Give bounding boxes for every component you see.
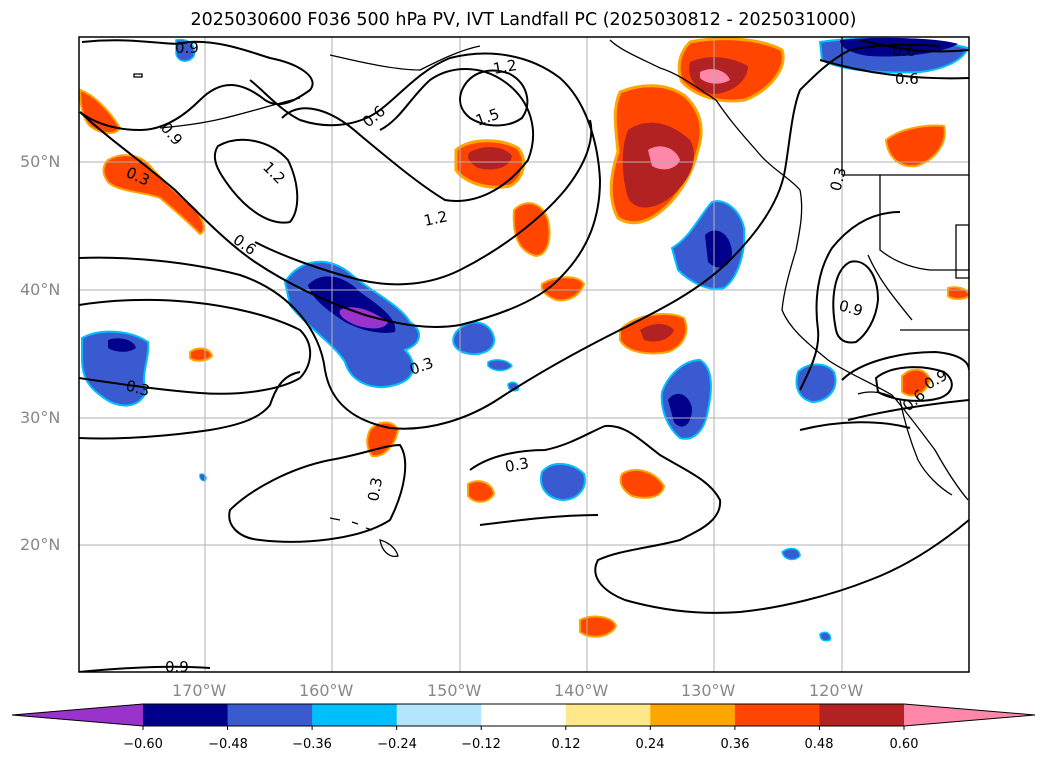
contour-label: 0.9 bbox=[175, 39, 199, 57]
colorbar bbox=[11, 703, 1036, 730]
contour-0.3-lower bbox=[228, 443, 407, 543]
orange-region-small-3 bbox=[467, 480, 496, 503]
colorbar-segment bbox=[565, 704, 651, 726]
contour-0.3-bottom bbox=[79, 665, 211, 672]
contour-0.3-east bbox=[847, 399, 969, 421]
pink-region-north-1 bbox=[648, 146, 680, 170]
lon-label-160w: 160°W bbox=[299, 681, 354, 700]
purple-region-central bbox=[339, 307, 388, 329]
orange-region-west-2 bbox=[102, 154, 205, 236]
contour-0.9-northeast bbox=[859, 39, 969, 53]
contour-label: 0.3 bbox=[364, 476, 386, 503]
colorbar-tick: 0.60 bbox=[889, 737, 919, 752]
contour-0.9-west bbox=[79, 39, 314, 132]
colorbar-segment bbox=[650, 704, 736, 726]
positive-anomaly-regions bbox=[79, 37, 969, 638]
contour-0.6-coast bbox=[799, 211, 901, 391]
lon-label-170w: 170°W bbox=[172, 681, 227, 700]
contour-0.9-ring bbox=[874, 366, 953, 402]
contour-0.3-south bbox=[79, 371, 301, 440]
contour-0.3-main bbox=[79, 43, 941, 430]
orange-region-east-2 bbox=[901, 368, 932, 397]
colorbar-tick: −0.24 bbox=[377, 737, 417, 752]
colorbar-tick: 0.24 bbox=[635, 737, 665, 752]
contour-label: 0.9 bbox=[165, 658, 189, 676]
navy-region-mid bbox=[705, 230, 732, 268]
navy-region-west bbox=[108, 338, 136, 352]
contour-label: 1.2 bbox=[492, 56, 519, 78]
contour-0.3-subtropic-2 bbox=[479, 514, 599, 526]
contour-0.3-east-2 bbox=[799, 421, 911, 431]
contour-1.2-center bbox=[281, 68, 535, 202]
colorbar-extend-low bbox=[12, 704, 143, 726]
contour-0.3-west-loop bbox=[79, 298, 312, 395]
pink-region-north-2 bbox=[700, 69, 730, 84]
contour-label: 0.6 bbox=[895, 70, 919, 88]
coastlines bbox=[133, 37, 969, 558]
contour-0.3-subtropic bbox=[469, 424, 969, 614]
contour-label: 0.3 bbox=[504, 454, 531, 476]
orange-region-east-1 bbox=[884, 124, 946, 168]
orange-region-small-2 bbox=[366, 421, 400, 458]
colorbar-segment bbox=[819, 704, 905, 726]
contour-label: 0.6 bbox=[892, 42, 916, 60]
contour-1.5 bbox=[459, 69, 529, 127]
lon-label-120w: 120°W bbox=[809, 681, 864, 700]
orange-region-mid-2 bbox=[540, 276, 586, 302]
blue-region-small-2 bbox=[487, 359, 513, 372]
contour-1.2-west bbox=[213, 138, 299, 224]
colorbar-tick: −0.36 bbox=[292, 737, 332, 752]
colorbar-segment bbox=[312, 704, 398, 726]
graticule bbox=[79, 37, 969, 672]
lat-label-20: 20°N bbox=[20, 535, 61, 554]
orange-region-small-1 bbox=[189, 347, 214, 362]
colorbar-tick: −0.12 bbox=[461, 737, 501, 752]
colorbar-segment bbox=[227, 704, 313, 726]
blue-region-small-5 bbox=[819, 631, 832, 642]
lat-label-50: 50°N bbox=[20, 152, 61, 171]
contour-label: 0.9 bbox=[837, 296, 865, 320]
map-frame bbox=[78, 36, 970, 673]
colorbar-tick: −0.60 bbox=[123, 737, 163, 752]
colorbar-segment bbox=[143, 704, 229, 726]
colorbar-segment bbox=[396, 704, 482, 726]
red-region-mid-3 bbox=[640, 324, 674, 342]
lat-label-30: 30°N bbox=[20, 408, 61, 427]
lon-label-140w: 140°W bbox=[554, 681, 609, 700]
contour-label: 1.2 bbox=[422, 207, 449, 230]
blue-region-east-pacific bbox=[452, 321, 496, 356]
contour-0.6-northeast bbox=[819, 59, 969, 80]
contour-label-group: 0.9 0.6 1.2 1.5 0.3 0.6 1.2 0.9 0.6 0.3 … bbox=[123, 39, 950, 676]
colorbar-tick: 0.48 bbox=[804, 737, 834, 752]
contour-label: 0.3 bbox=[826, 165, 850, 193]
red-region-gulf bbox=[468, 147, 512, 170]
colorbar-tick: 0.12 bbox=[551, 737, 581, 752]
colorbar-extend-high bbox=[904, 704, 1035, 726]
contour-0.6-ring bbox=[841, 350, 969, 381]
colorbar-tick: 0.36 bbox=[720, 737, 750, 752]
contour-0.9-center bbox=[254, 119, 593, 286]
colorbar-segment bbox=[481, 704, 567, 726]
lon-label-150w: 150°W bbox=[427, 681, 482, 700]
contour-label: 0.3 bbox=[124, 376, 152, 400]
lon-label-130w: 130°W bbox=[681, 681, 736, 700]
orange-region-small-4 bbox=[619, 469, 666, 499]
blue-region-small-1 bbox=[175, 38, 196, 62]
pv-contours bbox=[79, 39, 969, 672]
colorbar-segment bbox=[734, 704, 820, 726]
blue-region-subtropic bbox=[540, 463, 586, 502]
blue-region-coast bbox=[795, 363, 837, 404]
blue-region-small-4 bbox=[781, 547, 801, 561]
contour-0.6 bbox=[79, 52, 602, 328]
lat-label-40: 40°N bbox=[20, 280, 61, 299]
contour-0.9-coast bbox=[832, 260, 880, 344]
colorbar-tick: −0.48 bbox=[208, 737, 248, 752]
map-title: 2025030600 F036 500 hPa PV, IVT Landfall… bbox=[190, 10, 857, 30]
